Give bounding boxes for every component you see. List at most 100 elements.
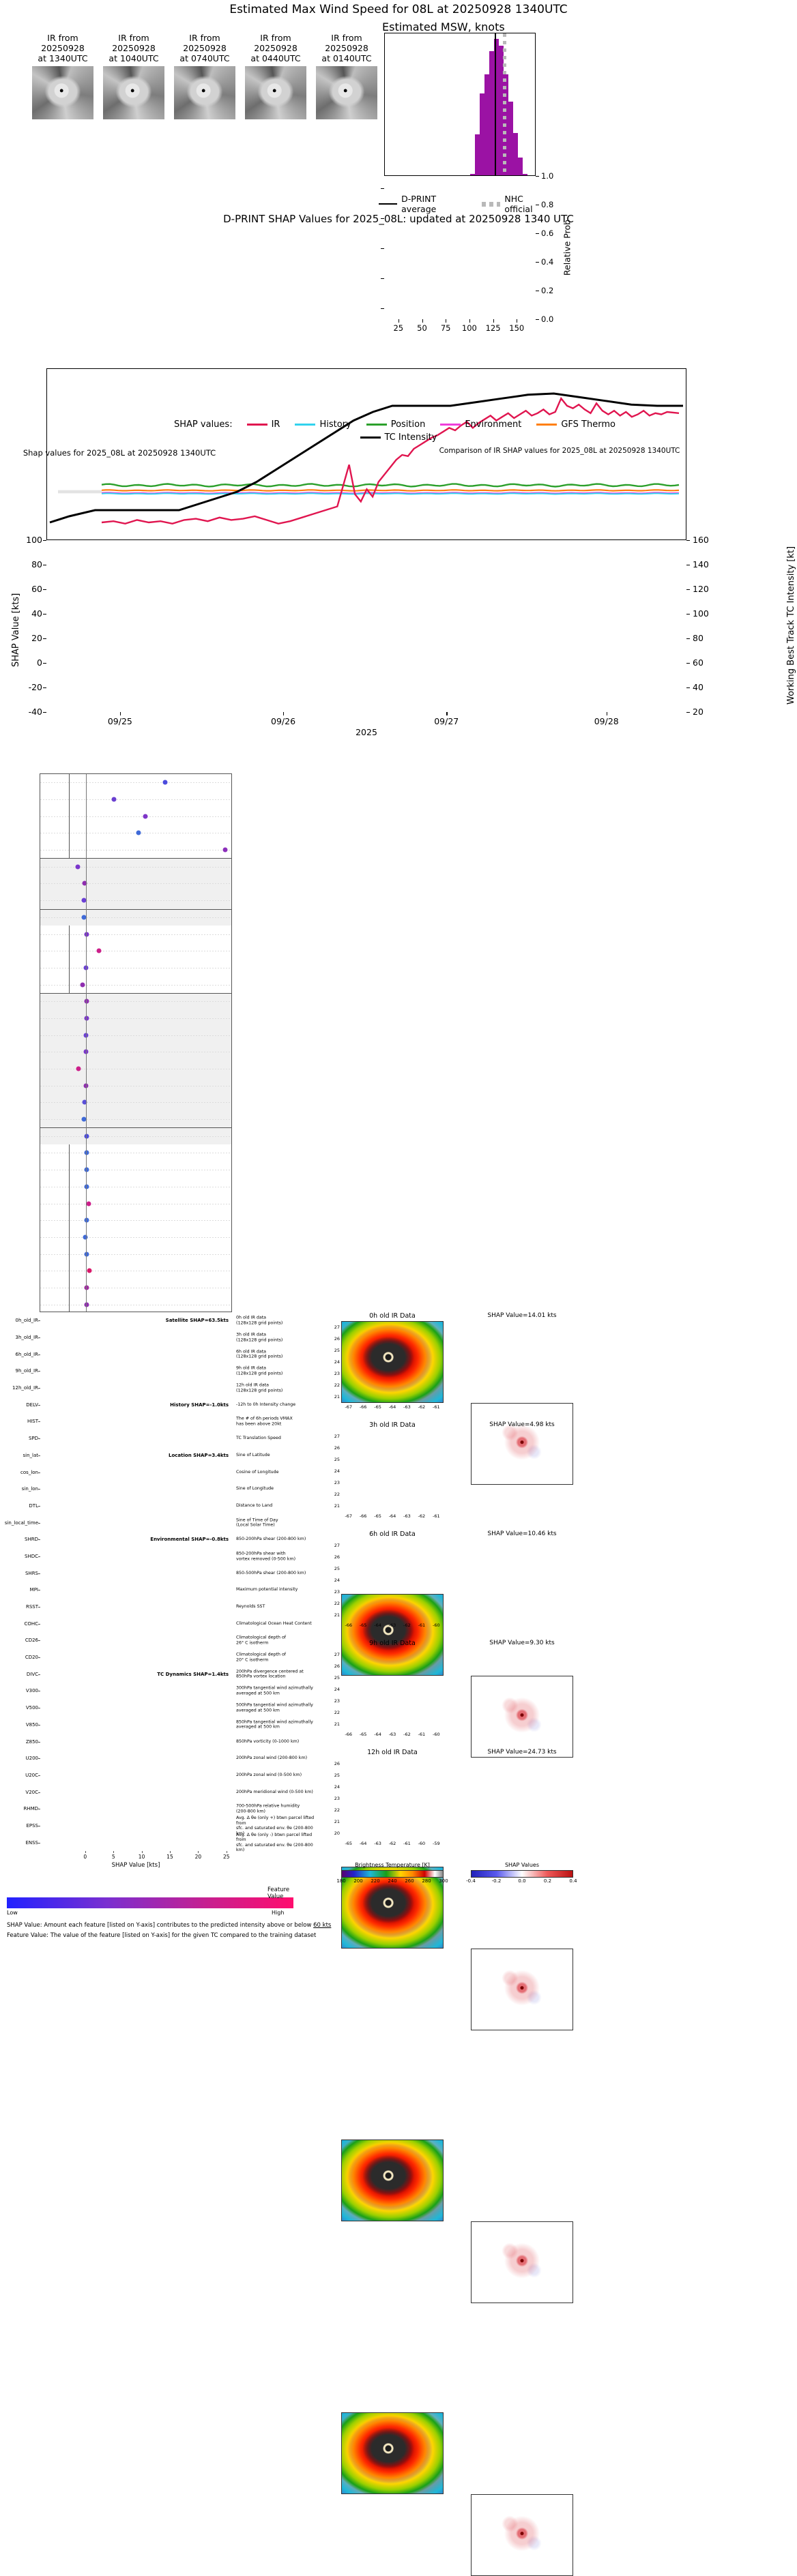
- shap-gridline: [40, 1035, 231, 1036]
- shap-dot-V500[interactable]: [84, 1167, 89, 1172]
- ir-xtick-label: -65: [359, 1623, 367, 1628]
- shap-feature-description: Climatological depth of 26° C isotherm: [236, 1635, 287, 1646]
- shap-map-image-1[interactable]: [471, 1676, 573, 1758]
- shap-dot-sin_lat[interactable]: [81, 915, 87, 920]
- shap-gridline: [40, 1119, 231, 1121]
- histogram-bar: [522, 174, 527, 175]
- shap-dot-12h_old_IR[interactable]: [222, 847, 228, 853]
- ir-data-image-4[interactable]: [341, 2412, 444, 2494]
- ir-xtick-label: -61: [418, 1732, 426, 1737]
- timeseries-legend-prefix: SHAP values:: [174, 419, 233, 430]
- footer-note-link[interactable]: 60 kts: [313, 1922, 332, 1929]
- shap-map-image-2[interactable]: [471, 1949, 573, 2030]
- shap-feature-label: RHMD: [23, 1806, 38, 1812]
- timeseries-xtick-label: 09/25: [107, 716, 132, 726]
- histogram-ytick-label: 1.0: [541, 171, 554, 181]
- shap-feature-tick: [38, 1371, 40, 1372]
- shap-gridline: [40, 1001, 231, 1003]
- timeseries-right-tick: [686, 638, 690, 640]
- shap-dot-RSST[interactable]: [76, 1066, 81, 1071]
- timeseries-legend-row1: SHAP values: IR History Position Environment…: [0, 419, 797, 430]
- shap-feature-description: Sine of Time of Day (Local Solar Time): [236, 1518, 278, 1528]
- histogram-ytick-label: 0.2: [541, 286, 554, 295]
- shap-dot-6h_old_IR[interactable]: [143, 814, 148, 819]
- timeseries-right-tick-label: 120: [693, 584, 709, 594]
- histogram-xtick: [422, 319, 423, 323]
- histogram-bar: [479, 93, 485, 175]
- shap-timeseries-plot[interactable]: [46, 368, 686, 540]
- timeseries-right-tick-label: 60: [693, 657, 704, 668]
- shap-dot-CD26[interactable]: [82, 1099, 87, 1105]
- histogram-legend-label: NHC official: [504, 194, 533, 214]
- ir-caption-line: IR from: [118, 33, 149, 43]
- shap-feature-tick: [38, 1758, 40, 1760]
- shap-dot-Z850[interactable]: [86, 1201, 91, 1206]
- ir-data-image-0[interactable]: [341, 1321, 444, 1403]
- shap-feature-scatter[interactable]: [40, 773, 232, 1312]
- timeseries-legend-item: Position: [366, 419, 425, 430]
- ir-data-image-3[interactable]: [341, 2140, 444, 2221]
- shap-feature-label: V850: [25, 1721, 38, 1728]
- shap-dot-U20C[interactable]: [83, 1234, 88, 1240]
- shap-dot-SPD[interactable]: [81, 898, 87, 903]
- shap-group-label: Satellite SHAP=63.5kts: [165, 1318, 229, 1324]
- shap-feature-tick: [38, 1320, 40, 1322]
- bt-colorbar-tick: 280: [422, 1878, 431, 1884]
- histogram-xtick-label: 125: [485, 323, 501, 333]
- ir-thumbnail-3: IR from 20250928 at 0440UTC: [239, 33, 313, 119]
- shap-dot-V300[interactable]: [84, 1150, 89, 1155]
- legend-swatch: [295, 424, 316, 426]
- shap-dot-V850[interactable]: [84, 1184, 89, 1189]
- timeseries-legend-item: TC Intensity: [360, 432, 437, 443]
- shap-dot-3h_old_IR[interactable]: [111, 797, 117, 802]
- ir-ytick-label: 23: [334, 1480, 340, 1486]
- shap-gridline: [40, 900, 231, 902]
- ir-xtick-label: -64: [388, 1404, 396, 1410]
- histogram-left-tick: [381, 248, 384, 249]
- footer-note-feature-value: Feature Value: The value of the feature …: [7, 1932, 317, 1939]
- histogram-xtick-label: 150: [509, 323, 525, 333]
- ir-ytick-label: 27: [334, 1542, 340, 1548]
- shap-gridline: [40, 1220, 231, 1222]
- timeseries-right-tick: [686, 540, 690, 542]
- ir-xtick-label: -63: [374, 1841, 381, 1846]
- shap-map-image-3[interactable]: [471, 2221, 573, 2303]
- ir-ytick-label: 25: [334, 1674, 340, 1681]
- shap-dot-RHMD[interactable]: [87, 1268, 92, 1273]
- shap-colorbar-tick: -0.2: [491, 1878, 502, 1884]
- ir-caption-line: IR from: [47, 33, 78, 43]
- histogram-bar: [512, 133, 519, 175]
- ir-ytick-label: 27: [334, 1433, 340, 1439]
- shap-dot-sin_local_time[interactable]: [80, 982, 85, 988]
- shap-feature-tick: [38, 1421, 40, 1423]
- shap-feature-description: 300hPa tangential wind azimuthally avera…: [236, 1685, 313, 1696]
- timeseries-xtick-label: 09/27: [434, 716, 459, 726]
- ir-data-image-1[interactable]: [341, 1594, 444, 1676]
- timeseries-legend-label: IR: [271, 419, 280, 430]
- shap-dot-0h_old_IR[interactable]: [162, 780, 168, 785]
- histogram-xtick-label: 100: [461, 323, 477, 333]
- ir-caption-line: at 1040UTC: [108, 53, 159, 63]
- timeseries-legend-item: History: [295, 419, 351, 430]
- ir-xtick-label: -67: [345, 1404, 353, 1410]
- shap-value-title-1: SHAP Value=4.98 kts: [489, 1421, 555, 1428]
- shap-dot-DELV[interactable]: [75, 864, 81, 870]
- histogram-bar: [498, 46, 504, 175]
- shap-map-image-0[interactable]: [471, 1403, 573, 1485]
- timeseries-legend-item: Environment: [440, 419, 521, 430]
- histogram-legend-label: D-PRINT average: [401, 194, 437, 214]
- shap-dot-9h_old_IR[interactable]: [136, 830, 141, 835]
- timeseries-right-tick-label: 40: [693, 682, 704, 692]
- ir-data-title-1: 3h old IR Data: [369, 1421, 416, 1429]
- histogram-bar: [469, 174, 476, 175]
- msw-histogram[interactable]: [384, 33, 536, 176]
- shap-dot-sin_lon[interactable]: [96, 948, 102, 953]
- shap-map-image-4[interactable]: [471, 2494, 573, 2576]
- timeseries-right-tick-label: 80: [693, 633, 704, 643]
- shap-dot-CD20[interactable]: [81, 1116, 87, 1122]
- shap-dot-HIST[interactable]: [82, 880, 87, 886]
- timeseries-left-tick: [43, 638, 46, 640]
- ir-ytick-label: 27: [334, 1324, 340, 1330]
- histogram-bar: [474, 134, 480, 175]
- ir-caption-line: 20250928: [41, 43, 85, 53]
